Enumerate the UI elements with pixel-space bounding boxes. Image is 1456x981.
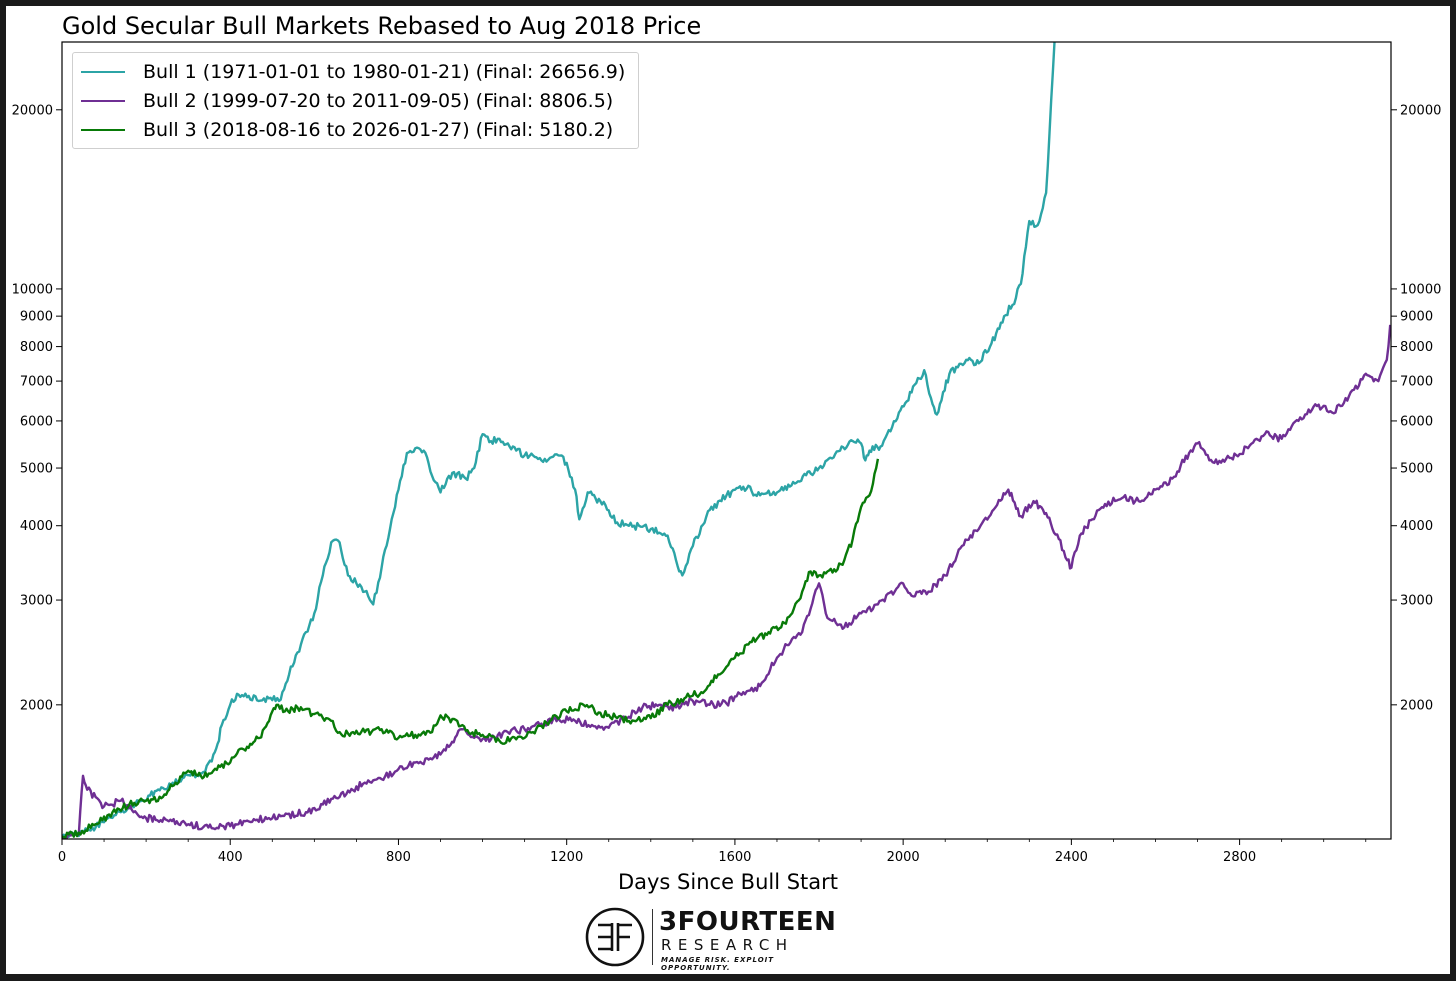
logo-mark-icon [585,907,645,967]
y-tick-label-left: 20000 [12,103,53,118]
x-tick-label: 2000 [887,850,920,865]
plot-area-border [61,41,1392,840]
brand-logo: 3FOURTEEN RESEARCH MANAGE RISK. EXPLOIT … [584,905,837,972]
line-chart: 0 400 800 1200 1600 2000 2400 2800 2000 2000 3000 3… [12,41,1442,865]
legend-swatch-bull-1 [81,70,125,73]
series-lines [62,42,1391,839]
series-line-bull-2 [62,324,1391,839]
axis-ticks: 0 400 800 1200 1600 2000 2400 2800 2000 2000 3000 3… [12,103,1442,865]
y-tick-label-left: 8000 [20,340,53,355]
y-tick-label-right: 8000 [1400,340,1433,355]
logo-subtitle: RESEARCH [661,936,794,954]
y-tick-label-right: 9000 [1400,310,1433,325]
chart-frame: Gold Secular Bull Markets Rebased to Aug… [6,6,1450,974]
x-tick-label: 400 [218,850,243,865]
y-tick-label-left: 7000 [20,375,53,390]
logo-name: 3FOURTEEN [659,907,837,937]
legend-entry-bull-1: Bull 1 (1971-01-01 to 1980-01-21) (Final… [73,57,638,86]
y-tick-label-right: 6000 [1400,414,1433,429]
series-line-bull-3 [62,458,880,839]
y-tick-label-left: 9000 [20,310,53,325]
y-tick-label-right: 7000 [1400,375,1433,390]
legend-entry-bull-2: Bull 2 (1999-07-20 to 2011-09-05) (Final… [73,86,638,115]
logo-divider [652,909,653,965]
chart-title: Gold Secular Bull Markets Rebased to Aug… [62,12,702,40]
legend-swatch-bull-2 [81,99,125,102]
x-tick-label: 1200 [550,850,583,865]
y-tick-label-right: 3000 [1400,594,1433,609]
y-tick-label-left: 6000 [20,414,53,429]
legend-entry-bull-3: Bull 3 (2018-08-16 to 2026-01-27) (Final… [73,115,638,144]
legend-label-bull-3: Bull 3 (2018-08-16 to 2026-01-27) (Final… [143,118,614,141]
y-tick-label-right: 2000 [1400,698,1433,713]
x-axis-label: Days Since Bull Start [617,870,839,894]
x-tick-label: 0 [58,850,66,865]
logo-tagline: MANAGE RISK. EXPLOIT OPPORTUNITY. [661,956,775,972]
y-tick-label-right: 20000 [1400,103,1441,118]
y-tick-label-right: 10000 [1400,282,1441,297]
y-tick-label-left: 10000 [12,282,53,297]
x-tick-label: 2400 [1055,850,1088,865]
x-tick-label: 1600 [718,850,751,865]
series-line-bull-1 [62,42,1056,838]
y-tick-label-right: 4000 [1400,519,1433,534]
y-tick-label-left: 5000 [20,462,53,477]
y-tick-label-left: 2000 [20,698,53,713]
legend-label-bull-2: Bull 2 (1999-07-20 to 2011-09-05) (Final… [143,89,614,112]
legend-label-bull-1: Bull 1 (1971-01-01 to 1980-01-21) (Final… [143,60,626,83]
x-tick-label: 800 [386,850,411,865]
legend-swatch-bull-3 [81,128,125,131]
y-tick-label-right: 5000 [1400,462,1433,477]
x-tick-label: 2800 [1223,850,1256,865]
y-tick-label-left: 4000 [20,519,53,534]
y-tick-label-left: 3000 [20,594,53,609]
legend: Bull 1 (1971-01-01 to 1980-01-21) (Final… [72,52,639,149]
